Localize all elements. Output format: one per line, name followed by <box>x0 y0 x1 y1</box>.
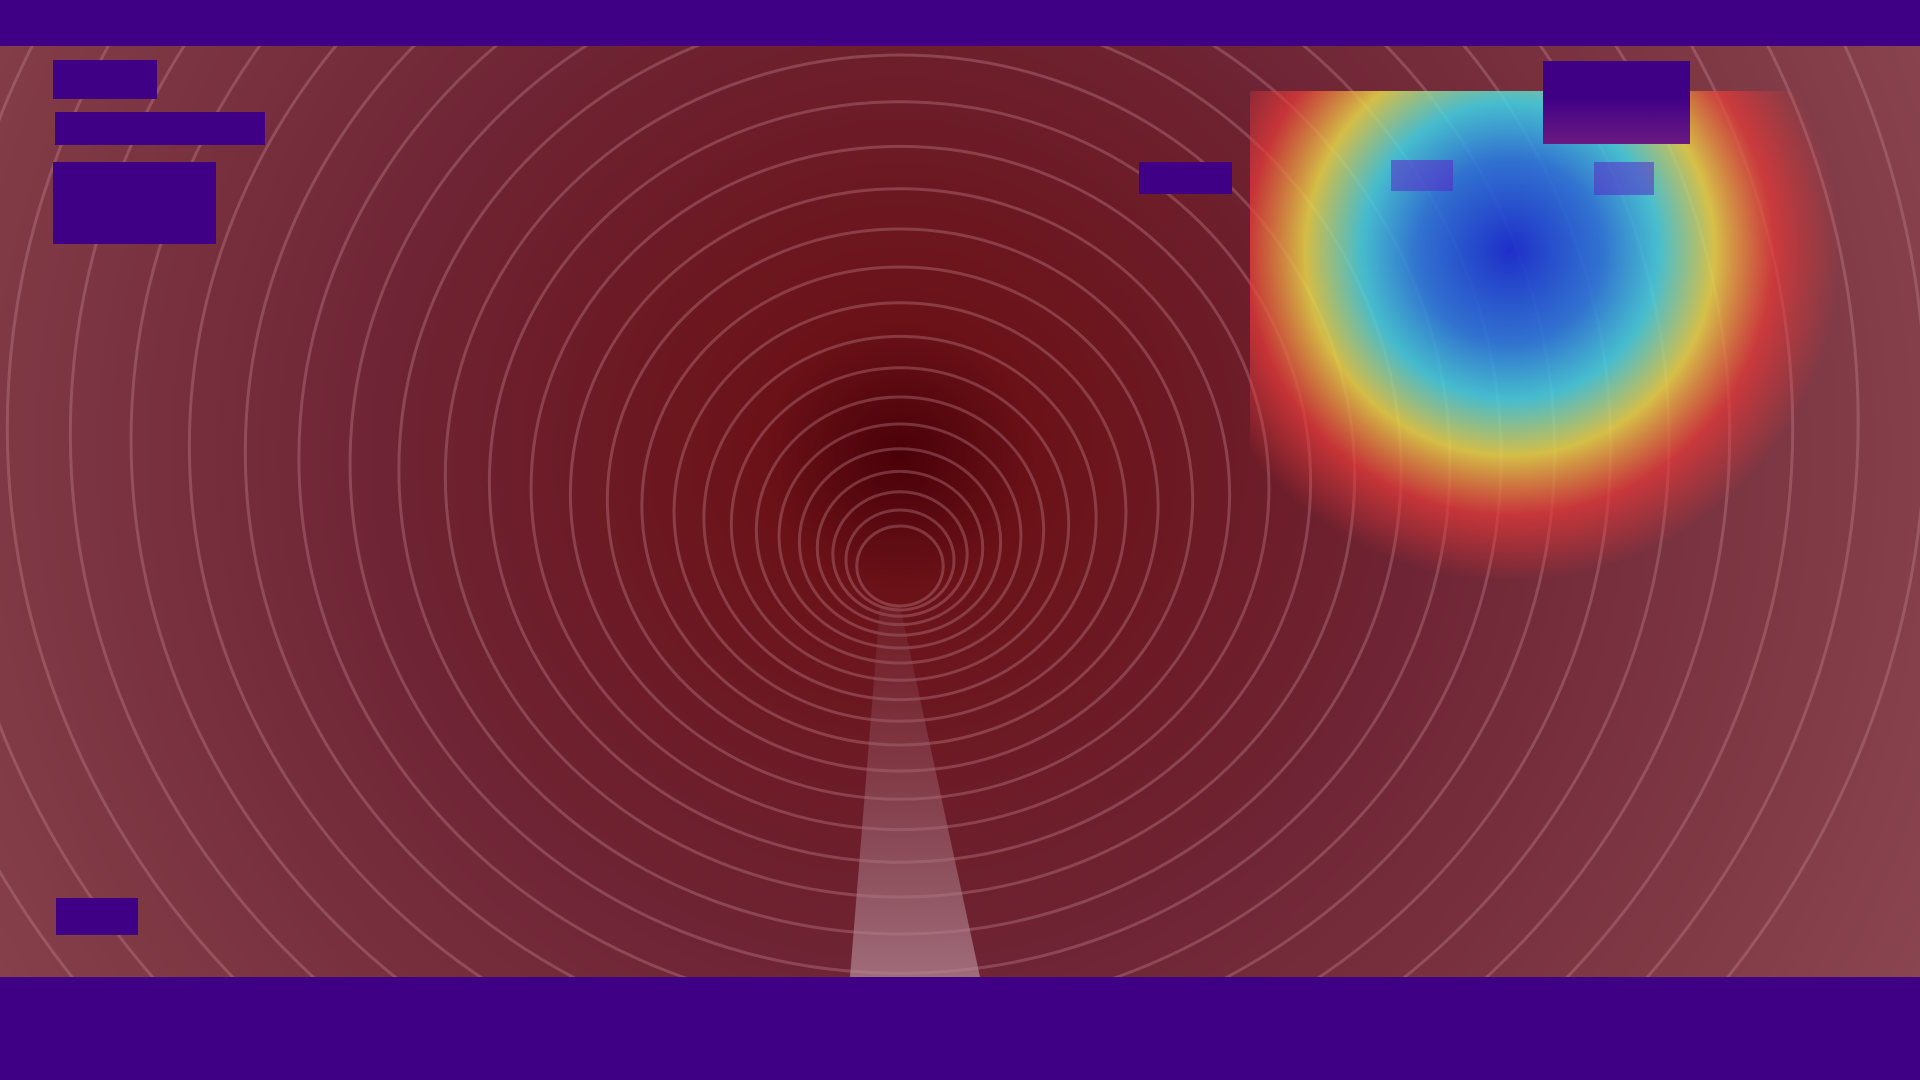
redacted-label-bottom-left <box>56 898 138 935</box>
bottom-letterbox-bar <box>0 977 1920 1080</box>
attention-heatmap-overlay <box>1250 91 1920 591</box>
redacted-info-block <box>53 162 216 244</box>
redacted-block-top-right <box>1543 61 1690 144</box>
redacted-info-line <box>55 112 265 145</box>
pipe-floor-sediment <box>850 606 980 977</box>
redacted-label-center <box>1139 162 1232 194</box>
redacted-label-top-left <box>53 60 157 99</box>
redacted-label-heatmap-b <box>1594 162 1654 195</box>
top-letterbox-bar <box>0 0 1920 46</box>
pipe-video-view <box>0 46 1920 977</box>
redacted-label-heatmap-a <box>1391 160 1453 191</box>
pipe-interior-image <box>0 46 1920 977</box>
